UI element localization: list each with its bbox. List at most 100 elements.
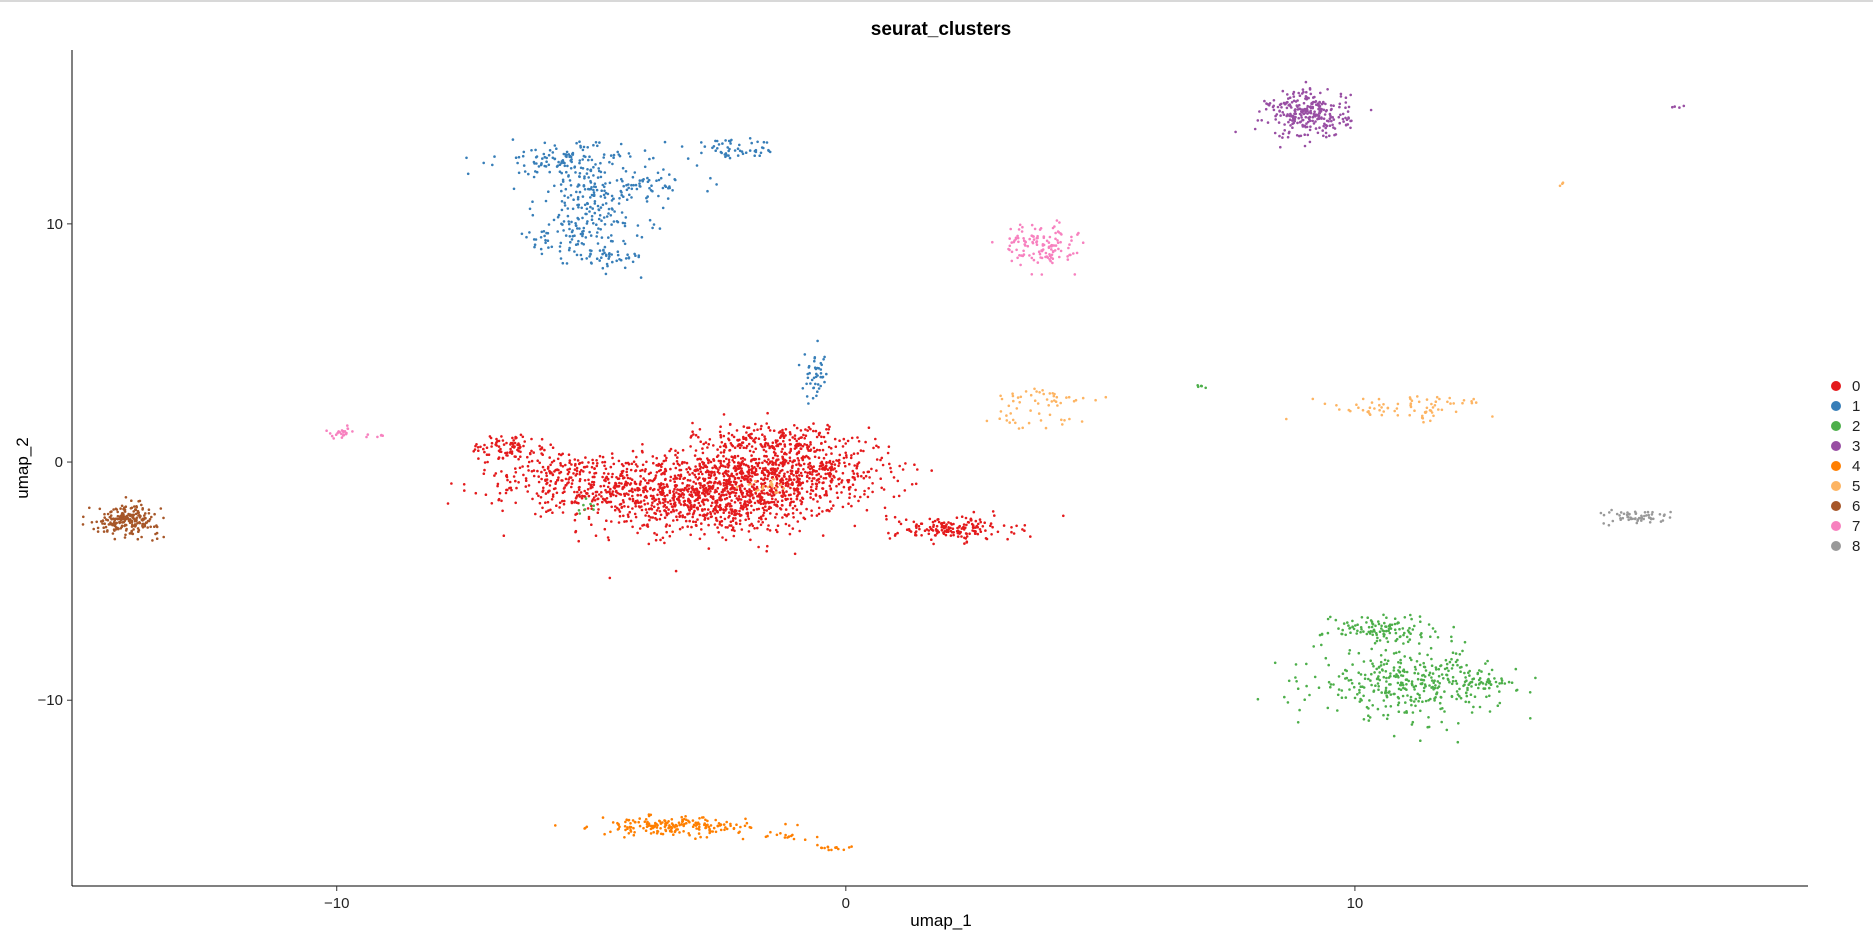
data-point (1445, 728, 1449, 732)
data-point (1056, 230, 1060, 233)
data-point (545, 471, 548, 475)
data-point (549, 508, 552, 512)
data-point (602, 248, 605, 252)
data-point (1529, 717, 1532, 720)
data-point (1500, 679, 1504, 682)
data-point (738, 509, 741, 513)
data-point (732, 480, 736, 484)
data-point (563, 499, 566, 503)
data-point (768, 446, 771, 450)
data-point (757, 488, 760, 492)
data-point (672, 509, 676, 513)
data-point (817, 432, 821, 435)
data-point (587, 158, 590, 162)
data-point (931, 529, 935, 532)
data-point (600, 491, 603, 494)
data-point (1278, 103, 1282, 106)
data-point (949, 534, 953, 537)
data-point (699, 486, 702, 490)
data-point (631, 507, 634, 510)
data-point (736, 454, 740, 458)
data-point (762, 473, 766, 477)
data-point (1374, 624, 1377, 628)
data-point (1561, 182, 1564, 185)
data-point (899, 522, 903, 526)
data-point (816, 339, 819, 343)
data-point (532, 175, 536, 179)
data-point (806, 376, 810, 380)
data-point (1396, 681, 1400, 685)
data-point (774, 516, 777, 519)
data-point (595, 223, 598, 226)
data-point (574, 530, 577, 534)
data-point (1000, 397, 1004, 401)
data-point (654, 498, 658, 502)
data-point (940, 524, 944, 527)
data-point (1037, 412, 1041, 415)
data-point (716, 448, 719, 451)
data-point (1385, 662, 1389, 665)
data-point (1298, 708, 1301, 712)
data-point (717, 143, 721, 146)
data-point (574, 513, 577, 516)
data-point (963, 536, 966, 540)
data-point (1405, 683, 1408, 686)
data-point (95, 520, 98, 524)
data-point (1429, 646, 1433, 650)
data-point (745, 431, 748, 434)
data-point (1318, 633, 1322, 637)
data-point (131, 516, 135, 519)
data-point (616, 828, 620, 831)
data-point (811, 396, 815, 400)
data-point (709, 495, 713, 498)
data-point (782, 432, 785, 435)
data-point (837, 464, 840, 468)
data-point (1385, 629, 1388, 633)
data-point (719, 425, 722, 429)
data-point (793, 437, 797, 441)
data-point (608, 181, 612, 185)
data-point (668, 491, 672, 495)
data-point (770, 468, 773, 472)
data-point (592, 483, 596, 487)
data-point (1303, 144, 1307, 148)
data-point (708, 438, 712, 441)
data-point (497, 497, 501, 501)
data-point (833, 476, 836, 479)
data-point (1450, 682, 1454, 686)
data-point (544, 199, 548, 203)
data-point (1628, 513, 1631, 516)
data-point (803, 443, 806, 446)
data-point (151, 539, 154, 542)
data-point (679, 488, 683, 492)
data-point (761, 487, 764, 491)
data-point (802, 468, 805, 471)
data-point (784, 484, 788, 487)
data-point (1416, 672, 1420, 675)
data-point (696, 478, 700, 481)
data-point (847, 486, 851, 490)
data-point (1385, 680, 1388, 683)
data-point (808, 476, 811, 480)
data-point (798, 492, 801, 495)
data-point (543, 468, 546, 472)
data-point (1401, 627, 1405, 630)
data-point (1420, 635, 1423, 639)
data-point (562, 152, 566, 156)
data-point (1015, 524, 1018, 528)
data-point (840, 479, 844, 482)
data-point (730, 528, 734, 532)
data-point (775, 512, 778, 516)
data-point (674, 569, 678, 573)
data-point (607, 472, 610, 476)
data-point (563, 164, 567, 168)
data-point (689, 504, 693, 508)
data-point (614, 490, 618, 493)
data-point (772, 478, 775, 481)
data-point (1305, 125, 1309, 129)
data-point (1329, 108, 1333, 112)
data-point (767, 148, 770, 152)
data-point (566, 196, 570, 199)
data-point (659, 827, 662, 830)
data-point (834, 846, 837, 849)
